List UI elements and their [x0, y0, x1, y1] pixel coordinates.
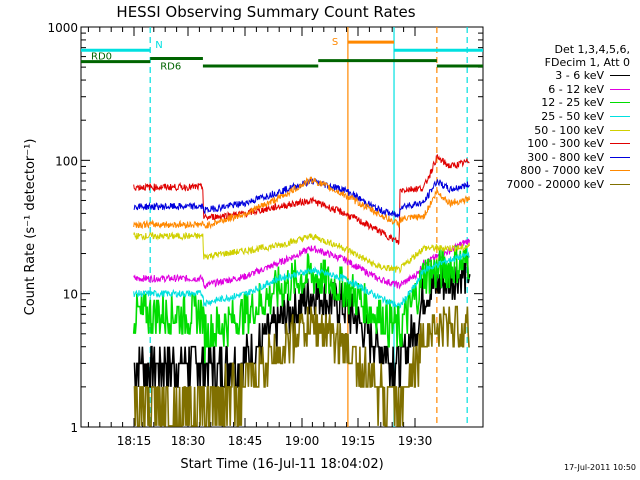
- series-line: [133, 305, 470, 427]
- state-bar-label: RD0: [91, 52, 112, 63]
- legend-rows: 3 - 6 keV 6 - 12 keV 12 - 25 keV 25 - 50 ke…: [470, 69, 630, 191]
- y-tick-label: 1000: [47, 21, 78, 35]
- legend-swatch: [610, 88, 630, 90]
- legend-swatch: [610, 156, 630, 158]
- legend-entry: 25 - 50 keV: [470, 110, 630, 124]
- x-tick-label: 19:00: [285, 434, 320, 448]
- series-line: [133, 251, 470, 309]
- legend-entry-label: 7000 - 20000 keV: [506, 178, 604, 192]
- x-tick-label: 19:15: [341, 434, 376, 448]
- plot-frame: [80, 26, 484, 428]
- legend-entry-label: 25 - 50 keV: [541, 110, 604, 124]
- legend-header-detectors: Det 1,3,4,5,6,: [554, 43, 630, 56]
- legend-swatch: [610, 129, 630, 131]
- state-bar-label: RD6: [160, 62, 181, 73]
- state-bar-label: S: [332, 37, 338, 48]
- series-line: [133, 250, 471, 388]
- legend-entry-label: 12 - 25 keV: [541, 96, 604, 110]
- legend-swatch: [610, 170, 630, 172]
- legend-entry: 300 - 800 keV: [470, 151, 630, 165]
- y-axis-label: Count Rate (s⁻¹ detector⁻¹): [23, 139, 38, 316]
- data-series: [132, 154, 471, 427]
- legend-entry-label: 6 - 12 keV: [548, 82, 604, 96]
- legend-swatch: [610, 116, 630, 118]
- state-bar-label: N: [155, 40, 162, 51]
- legend-entry-label: 3 - 6 keV: [555, 69, 604, 83]
- legend-swatch: [610, 143, 630, 145]
- legend-swatch: [610, 102, 630, 104]
- legend-swatch: [610, 75, 630, 77]
- x-tick-label: 18:45: [228, 434, 263, 448]
- legend: Det 1,3,4,5,6, FDecim 1, Att 0 3 - 6 keV…: [470, 43, 630, 191]
- series-line: [133, 176, 470, 230]
- x-tick-label: 18:30: [171, 434, 206, 448]
- legend-entry: 50 - 100 keV: [470, 123, 630, 137]
- legend-entry-label: 300 - 800 keV: [527, 150, 604, 164]
- legend-swatch: [610, 184, 630, 186]
- legend-entry: 6 - 12 keV: [470, 83, 630, 97]
- x-tick-label: 18:15: [117, 434, 152, 448]
- legend-entry: 12 - 25 keV: [470, 96, 630, 110]
- generation-timestamp: 17-Jul-2011 10:50: [563, 463, 636, 472]
- y-tick-label: 10: [63, 288, 78, 302]
- legend-entry-label: 100 - 300 keV: [527, 137, 604, 151]
- legend-entry: 100 - 300 keV: [470, 137, 630, 151]
- y-tick-label: 100: [55, 154, 78, 168]
- legend-entry-label: 50 - 100 keV: [534, 123, 604, 137]
- axis-ticks: 1 10 100 1000 18:15 18:30 18:45 19:00 19:15 19:30: [47, 21, 483, 448]
- series-line: [133, 238, 470, 290]
- series-line: [132, 245, 470, 364]
- y-tick-label: 1: [70, 421, 78, 435]
- legend-header-fdecim: FDecim 1, Att 0: [544, 56, 630, 69]
- chart-title: HESSI Observing Summary Count Rates: [116, 3, 415, 21]
- series-line: [133, 231, 470, 274]
- legend-entry: 7000 - 20000 keV: [470, 178, 630, 192]
- x-tick-label: 19:30: [398, 434, 433, 448]
- x-axis-label: Start Time (16-Jul-11 18:04:02): [180, 457, 383, 472]
- series-line: [133, 154, 470, 245]
- state-bars: RD0 RD6 N S: [81, 37, 483, 73]
- legend-entry-label: 800 - 7000 keV: [520, 164, 604, 178]
- legend-entry: 800 - 7000 keV: [470, 164, 630, 178]
- legend-entry: 3 - 6 keV: [470, 69, 630, 83]
